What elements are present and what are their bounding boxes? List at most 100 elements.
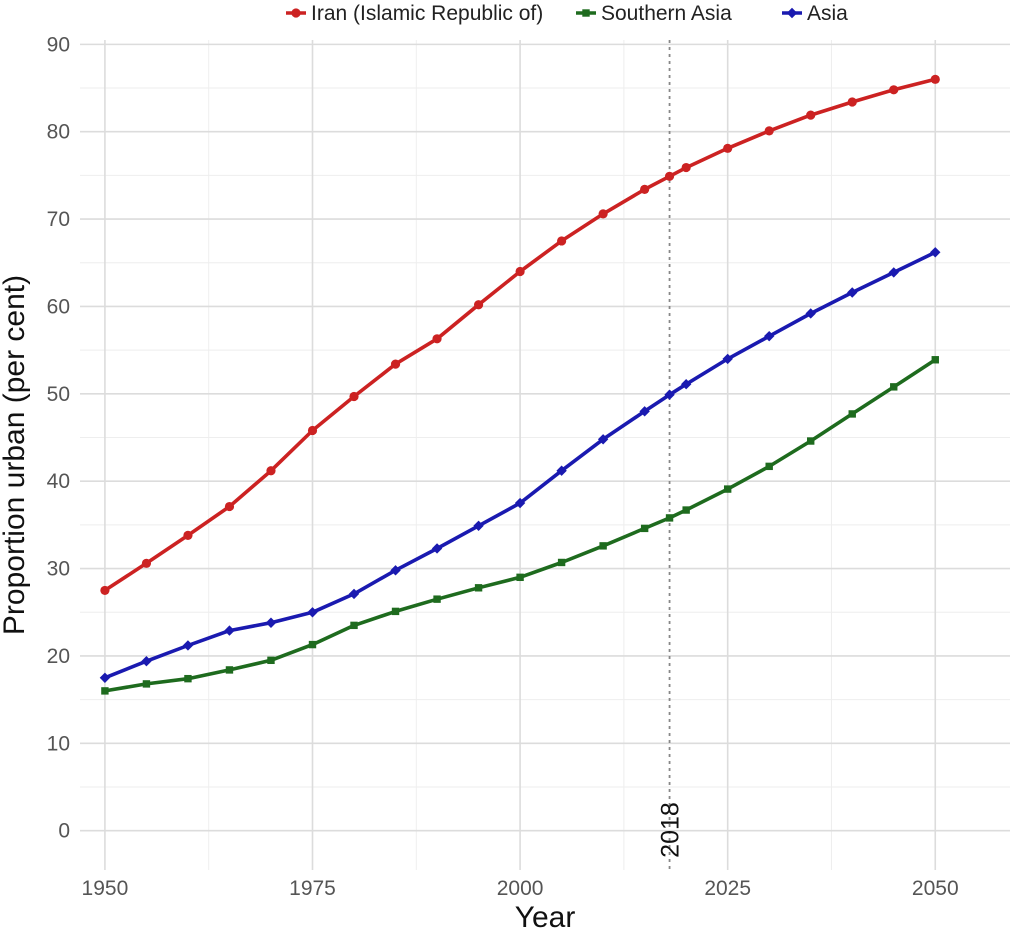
- y-tick-label: 20: [47, 645, 70, 668]
- data-point: [516, 573, 524, 582]
- data-point: [599, 542, 607, 550]
- data-point: [390, 359, 401, 369]
- data-point: [664, 171, 675, 181]
- x-tick-label: 2050: [912, 877, 959, 900]
- data-point: [664, 389, 675, 400]
- data-point: [431, 543, 443, 554]
- series-group: [99, 74, 941, 695]
- y-tick-label: 40: [47, 470, 70, 493]
- y-tick-label: 90: [47, 33, 70, 56]
- x-tick-label: 2000: [497, 877, 544, 900]
- legend-label: Southern Asia: [601, 2, 732, 25]
- legend-label: Asia: [807, 2, 848, 25]
- legend-swatch-marker: [786, 7, 798, 19]
- data-point: [723, 143, 733, 153]
- data-point: [930, 74, 940, 84]
- data-point: [307, 425, 318, 436]
- x-tick-label: 2025: [704, 877, 751, 900]
- data-point: [847, 287, 858, 298]
- series-line: [103, 77, 938, 593]
- data-point: [847, 97, 857, 107]
- data-point: [183, 530, 193, 540]
- series-1: [101, 356, 939, 695]
- data-point: [665, 514, 674, 522]
- legend-item: Iran (Islamic Republic of): [286, 2, 543, 25]
- y-tick-label: 80: [47, 121, 70, 144]
- legend-swatch-marker: [582, 9, 590, 17]
- data-point: [598, 209, 608, 219]
- annotation-label-2018: 2018: [657, 802, 685, 858]
- x-axis-title: Year: [515, 901, 576, 932]
- data-point: [224, 501, 235, 512]
- data-point: [805, 308, 816, 319]
- series-0: [100, 74, 940, 596]
- legend-item: Southern Asia: [576, 2, 732, 25]
- data-point: [225, 666, 234, 674]
- x-tick-label: 1950: [82, 877, 129, 900]
- data-point: [806, 110, 816, 120]
- data-point: [142, 680, 151, 688]
- data-point: [265, 617, 277, 628]
- data-point: [639, 406, 650, 417]
- data-point: [931, 356, 939, 364]
- data-point: [557, 236, 567, 246]
- series-line: [103, 250, 938, 680]
- axis-ticks: 0 10 20 30 40 50 60 70 80 90 1950 1975 2000 2025 2050: [47, 33, 959, 900]
- grid: [80, 40, 1010, 870]
- data-point: [473, 300, 484, 310]
- data-point: [764, 126, 774, 136]
- data-point: [680, 379, 692, 390]
- legend: Iran (Islamic Republic of) Southern Asia A…: [286, 2, 848, 25]
- data-point: [184, 674, 192, 683]
- legend-item: Asia: [782, 2, 848, 25]
- y-tick-label: 60: [47, 295, 70, 318]
- series-2: [99, 247, 941, 683]
- data-point: [141, 558, 152, 568]
- y-tick-label: 50: [47, 383, 70, 406]
- data-point: [681, 162, 691, 173]
- y-axis-title: Proportion urban (per cent): [0, 275, 31, 635]
- data-point: [100, 585, 110, 596]
- data-point: [889, 85, 899, 95]
- data-point: [848, 410, 856, 418]
- legend-label: Iran (Islamic Republic of): [311, 2, 543, 25]
- data-point: [101, 687, 109, 695]
- data-point: [308, 640, 317, 649]
- series-line: [103, 357, 938, 693]
- data-point: [930, 247, 941, 258]
- data-point: [307, 607, 318, 618]
- data-point: [765, 462, 773, 471]
- data-point: [722, 353, 733, 365]
- data-point: [432, 334, 442, 344]
- data-point: [807, 437, 815, 445]
- data-point: [682, 506, 690, 514]
- annotation: 2018: [657, 40, 685, 870]
- data-point: [557, 558, 566, 567]
- data-point: [266, 466, 276, 476]
- data-point: [556, 465, 567, 476]
- data-point: [267, 656, 275, 665]
- data-point: [640, 184, 650, 194]
- data-point: [350, 621, 358, 630]
- data-point: [515, 266, 525, 277]
- legend-swatch-marker: [291, 8, 301, 18]
- data-point: [99, 672, 111, 683]
- data-point: [474, 584, 483, 592]
- y-tick-label: 30: [47, 558, 70, 581]
- data-point: [888, 267, 899, 278]
- data-point: [890, 383, 898, 391]
- data-point: [640, 524, 649, 533]
- data-point: [224, 625, 235, 636]
- y-tick-label: 70: [47, 208, 70, 231]
- data-point: [473, 520, 484, 531]
- data-point: [349, 391, 359, 402]
- data-point: [348, 588, 360, 600]
- data-point: [390, 565, 401, 576]
- y-tick-label: 0: [58, 820, 70, 843]
- data-point: [182, 640, 194, 651]
- data-point: [597, 434, 609, 445]
- x-tick-label: 1975: [289, 877, 336, 900]
- data-point: [763, 330, 775, 342]
- data-point: [723, 485, 732, 493]
